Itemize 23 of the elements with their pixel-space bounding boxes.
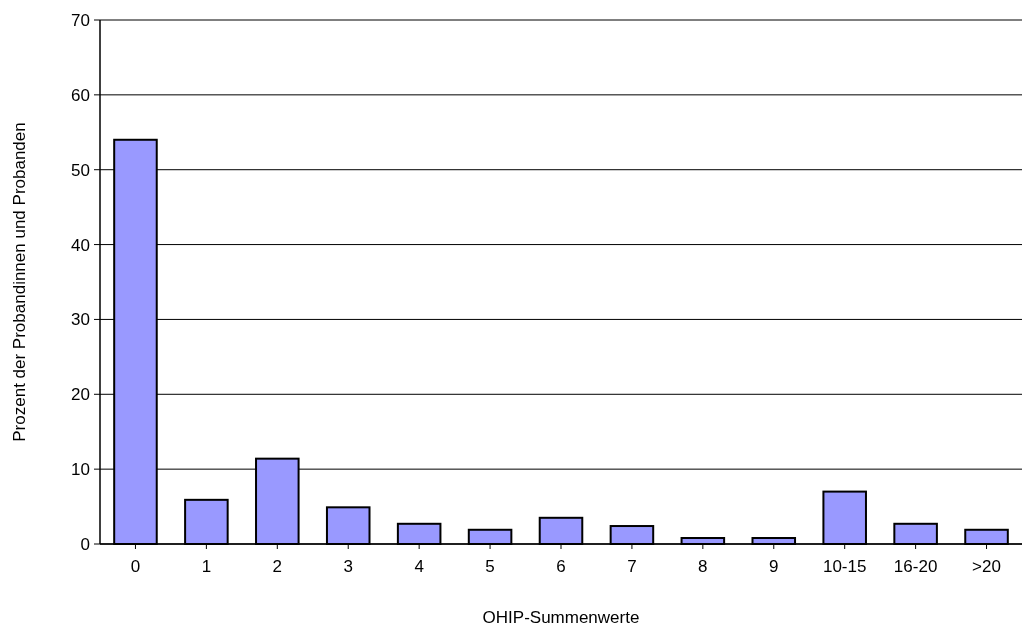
x-tick-label: 16-20 [893, 557, 938, 576]
x-tick-label: 8 [698, 557, 708, 576]
y-tick-label: 0 [80, 534, 90, 554]
x-tick-label: 0 [130, 557, 141, 576]
x-tick-label: 5 [485, 557, 495, 576]
y-tick-label: 20 [71, 385, 90, 405]
x-tick-label: 9 [769, 557, 779, 576]
y-tick-label: 30 [71, 310, 90, 330]
x-axis-title: OHIP-Summenwerte [482, 608, 640, 627]
y-tick-label: 50 [71, 160, 90, 180]
x-tick-label: 4 [414, 557, 424, 576]
y-axis-title: Prozent der Probandinnen und Probanden [10, 122, 29, 442]
y-tick-label: 10 [71, 460, 90, 480]
x-tick-label: 7 [627, 557, 637, 576]
x-tick-label: 10-15 [822, 557, 867, 576]
y-tick-label: 60 [71, 85, 90, 105]
x-tick-label: 6 [556, 557, 566, 576]
x-tick-label: 1 [201, 557, 212, 576]
y-tick-label: 40 [71, 235, 90, 255]
x-tick-label: >20 [972, 557, 1001, 576]
x-tick-label: 3 [343, 557, 353, 576]
y-tick-label: 70 [71, 10, 90, 30]
x-tick-label: 2 [272, 557, 283, 576]
